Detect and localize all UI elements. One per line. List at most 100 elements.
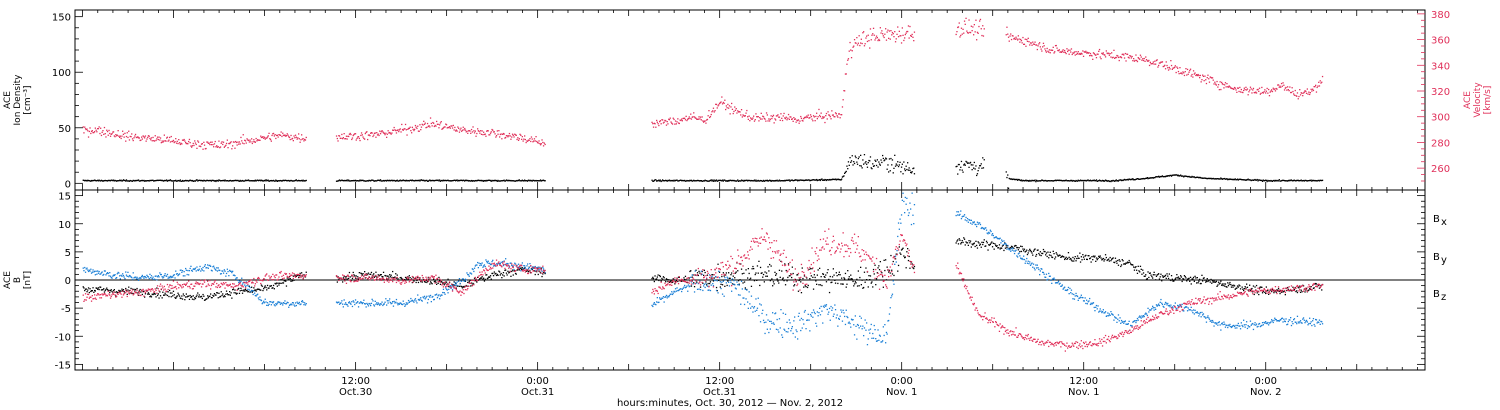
data-point-bx xyxy=(1252,291,1254,293)
data-point-density xyxy=(1032,180,1034,182)
data-point-bx xyxy=(800,292,803,294)
data-point-density xyxy=(107,179,109,182)
data-point-bx xyxy=(1223,283,1225,285)
data-point-density xyxy=(695,180,697,182)
data-point-density xyxy=(245,179,247,182)
data-point-density xyxy=(1042,180,1045,182)
data-point-density xyxy=(1035,179,1038,181)
data-point-bx xyxy=(1252,285,1255,287)
data-point-by xyxy=(241,283,244,285)
data-point-velocity xyxy=(728,105,731,107)
data-point-velocity xyxy=(1297,98,1299,100)
data-point-density xyxy=(529,180,531,182)
data-point-density xyxy=(787,179,789,182)
data-point-density xyxy=(276,180,278,182)
data-point-bx xyxy=(1124,263,1126,265)
data-point-velocity xyxy=(1176,66,1178,68)
data-point-velocity xyxy=(1158,62,1161,64)
data-point-bx xyxy=(897,270,899,272)
data-point-velocity xyxy=(1064,49,1066,52)
data-point-density xyxy=(1289,180,1291,182)
data-point-bx xyxy=(1084,255,1086,257)
data-point-bx xyxy=(111,290,113,293)
data-point-density xyxy=(753,179,756,181)
data-point-velocity xyxy=(212,144,214,146)
data-point-bx xyxy=(1081,259,1083,261)
data-point-density xyxy=(1293,179,1295,182)
data-point-density xyxy=(702,180,704,182)
data-point-density xyxy=(680,179,682,181)
data-point-velocity xyxy=(260,136,263,139)
data-point-density xyxy=(679,179,681,181)
data-point-density xyxy=(263,180,265,182)
data-point-by xyxy=(147,275,149,278)
data-point-density xyxy=(189,179,191,181)
data-point-bx xyxy=(780,260,782,262)
data-point-velocity xyxy=(878,38,880,41)
data-point-bx xyxy=(1176,274,1178,276)
data-point-bx xyxy=(90,290,92,293)
data-point-velocity xyxy=(539,142,541,145)
data-point-velocity xyxy=(1261,91,1264,94)
data-point-velocity xyxy=(1289,86,1291,88)
data-point-bx xyxy=(1296,290,1298,292)
data-point-velocity xyxy=(408,127,410,129)
data-point-bx xyxy=(105,288,107,291)
data-point-velocity xyxy=(1103,54,1105,56)
data-point-velocity xyxy=(87,136,90,138)
data-point-density xyxy=(486,179,488,182)
data-point-bx xyxy=(812,288,815,290)
data-point-density xyxy=(141,179,143,182)
data-point-density xyxy=(111,179,113,181)
data-point-bx xyxy=(367,274,369,276)
data-point-density xyxy=(412,179,414,182)
data-point-bx xyxy=(1064,258,1066,261)
data-point-bx xyxy=(96,287,98,289)
data-point-by xyxy=(361,302,363,305)
data-point-bx xyxy=(467,281,469,284)
data-point-velocity xyxy=(981,34,983,37)
data-point-density xyxy=(172,180,174,182)
data-point-density xyxy=(1126,178,1129,181)
data-point-bx xyxy=(1235,287,1237,290)
data-point-bx xyxy=(841,283,844,285)
data-point-bx xyxy=(961,240,963,242)
data-point-velocity xyxy=(400,131,402,133)
data-point-velocity xyxy=(824,121,826,124)
data-point-velocity xyxy=(213,143,216,145)
data-point-bx xyxy=(749,278,751,280)
data-point-velocity xyxy=(1199,74,1201,77)
data-point-bx xyxy=(194,297,197,300)
data-point-bx xyxy=(1292,286,1294,288)
data-point-bx xyxy=(217,297,219,299)
data-point-by xyxy=(374,300,376,302)
data-point-velocity xyxy=(771,117,773,120)
data-point-by xyxy=(279,301,281,303)
data-point-density xyxy=(853,161,855,163)
data-point-velocity xyxy=(1053,52,1055,54)
data-point-velocity xyxy=(1224,82,1227,84)
data-point-bx xyxy=(276,285,278,287)
data-point-bx xyxy=(364,277,366,279)
data-point-velocity xyxy=(211,141,213,143)
data-point-density xyxy=(910,171,912,173)
data-point-density xyxy=(824,178,826,181)
data-point-velocity xyxy=(235,141,238,144)
data-point-velocity xyxy=(521,136,523,138)
data-point-density xyxy=(160,179,162,182)
data-point-bx xyxy=(882,276,884,278)
data-point-bx xyxy=(804,285,806,287)
data-point-bx xyxy=(1026,249,1028,251)
data-point-density xyxy=(1010,178,1013,180)
data-point-bx xyxy=(801,267,803,269)
data-point-bx xyxy=(1309,287,1311,290)
data-point-bx xyxy=(222,293,224,295)
data-point-bx xyxy=(689,270,691,273)
data-point-velocity xyxy=(974,31,976,33)
data-point-density xyxy=(820,178,822,181)
data-point-density xyxy=(1099,180,1101,182)
data-point-bx xyxy=(1266,290,1268,292)
data-point-velocity xyxy=(1130,55,1132,57)
data-point-bx xyxy=(761,272,763,274)
data-point-velocity xyxy=(1160,61,1162,63)
